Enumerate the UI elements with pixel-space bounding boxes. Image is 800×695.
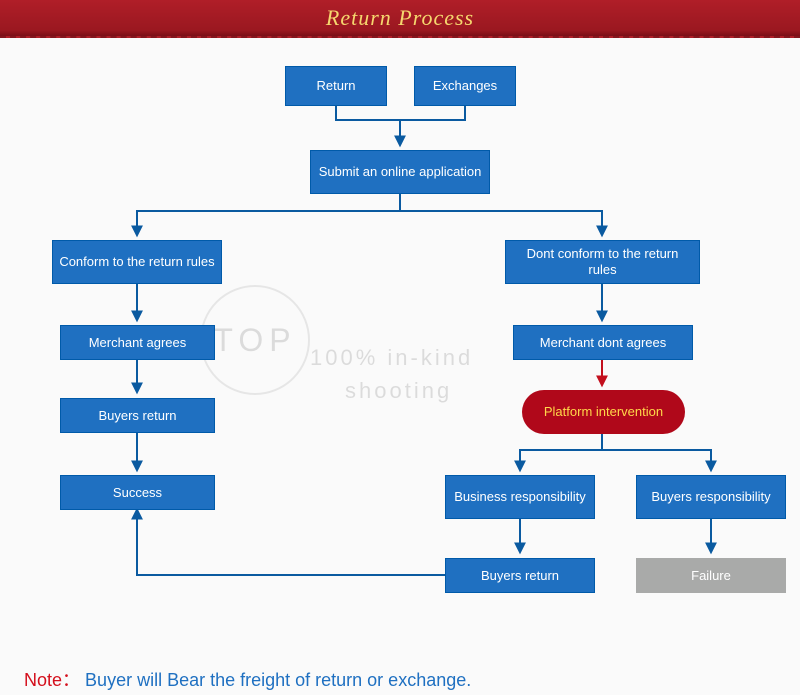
node-buyer_resp: Buyers responsibility [636,475,786,519]
header-banner: Return Process [0,0,800,38]
node-failure: Failure [636,558,786,593]
node-submit: Submit an online application [310,150,490,194]
node-platform: Platform intervention [522,390,685,434]
footnote-text: Buyer will Bear the freight of return or… [85,670,471,690]
watermark-line1: 100% in-kind [310,345,473,371]
node-merch_dont: Merchant dont agrees [513,325,693,360]
node-buyers_return1: Buyers return [60,398,215,433]
node-biz_resp: Business responsibility [445,475,595,519]
node-merch_agrees: Merchant agrees [60,325,215,360]
watermark-circle: TOP [200,285,310,395]
node-return: Return [285,66,387,106]
node-success: Success [60,475,215,510]
footnote-label: Note： [24,670,80,690]
node-conform: Conform to the return rules [52,240,222,284]
return-process-diagram: Return Process TOP 100% in-kind shooting… [0,0,800,695]
watermark-line2: shooting [345,378,452,404]
footnote: Note： Buyer will Bear the freight of ret… [24,666,471,692]
node-dontconform: Dont conform to the return rules [505,240,700,284]
header-title: Return Process [326,5,474,31]
node-buyers_return2: Buyers return [445,558,595,593]
node-exchanges: Exchanges [414,66,516,106]
